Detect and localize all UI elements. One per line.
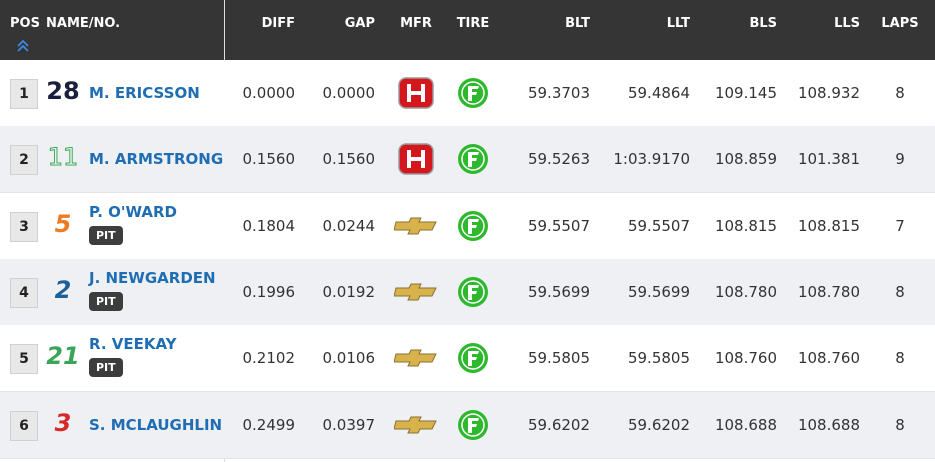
blt-value: 59.5507	[527, 216, 590, 235]
bls-value: 108.760	[714, 349, 777, 368]
manufacturer-logo	[398, 77, 434, 109]
driver-name[interactable]: R. VEEKAY	[89, 335, 177, 354]
position: 6	[10, 410, 38, 441]
blt-value: 59.5263	[527, 150, 590, 169]
lls-value: 108.760	[797, 349, 860, 368]
laps-value: 9	[895, 150, 905, 169]
gap-value: 0.0192	[322, 282, 376, 301]
lls-value: 108.815	[797, 216, 860, 235]
lls-value: 101.381	[797, 150, 860, 169]
driver-name[interactable]: S. MCLAUGHLIN	[89, 415, 223, 434]
diff-value: 0.1996	[242, 282, 296, 301]
lls-value: 108.688	[797, 415, 860, 434]
lls-value: 108.780	[797, 282, 860, 301]
gap-value: 0.0244	[322, 216, 376, 235]
pit-badge: PIT	[89, 225, 123, 245]
manufacturer-logo	[394, 283, 437, 301]
car-number: 21	[46, 342, 80, 371]
laps-value: 8	[895, 282, 905, 301]
tire-icon	[458, 276, 488, 307]
position: 1	[10, 79, 38, 109]
column-header[interactable]: LLT	[666, 16, 690, 31]
gap-value: 0.0106	[322, 349, 376, 368]
bls-value: 108.859	[714, 150, 777, 169]
diff-value: 0.2102	[242, 349, 296, 368]
bls-value: 109.145	[714, 84, 777, 102]
driver-name[interactable]: M. ERICSSON	[89, 84, 200, 102]
manufacturer-logo	[394, 217, 437, 235]
llt-value: 59.5507	[627, 216, 690, 235]
blt-value: 59.6202	[527, 415, 590, 434]
tire-icon	[458, 210, 488, 241]
manufacturer-logo	[394, 416, 437, 433]
position: 4	[10, 277, 38, 308]
diff-value: 0.1804	[242, 216, 296, 235]
laps-value: 8	[895, 415, 905, 434]
gap-value: 0.0000	[322, 84, 376, 102]
tire-icon	[458, 78, 488, 108]
blt-value: 59.5699	[527, 282, 590, 301]
driver-name[interactable]: P. O'WARD	[89, 202, 177, 221]
gap-value: 0.0397	[322, 415, 376, 434]
driver-name[interactable]: J. NEWGARDEN	[89, 268, 216, 287]
bls-value: 108.815	[714, 216, 777, 235]
diff-value: 0.0000	[242, 84, 296, 102]
gap-value: 0.1560	[322, 150, 376, 169]
llt-value: 1:03.9170	[613, 150, 690, 169]
bls-value: 108.780	[714, 282, 777, 301]
column-header[interactable]: GAP	[344, 16, 375, 31]
column-header[interactable]: LAPS	[881, 16, 919, 31]
tire-icon	[458, 343, 488, 374]
column-header[interactable]: MFR	[400, 16, 432, 31]
car-number: 3	[54, 408, 72, 437]
tire-icon	[458, 144, 488, 175]
llt-value: 59.4864	[627, 84, 690, 102]
manufacturer-logo	[398, 143, 434, 176]
position: 3	[10, 211, 38, 242]
column-header[interactable]: DIFF	[261, 16, 295, 31]
column-header[interactable]: NAME/NO.	[46, 16, 121, 31]
pit-badge: PIT	[89, 291, 123, 311]
sort-icon[interactable]	[16, 40, 30, 52]
car-number: 28	[46, 77, 80, 105]
column-header[interactable]: TIRE	[456, 16, 490, 31]
blt-value: 59.3703	[527, 84, 590, 102]
column-header[interactable]: BLS	[749, 16, 777, 31]
position: 5	[10, 344, 38, 375]
manufacturer-logo	[394, 349, 437, 367]
driver-name[interactable]: M. ARMSTRONG	[89, 150, 224, 169]
column-header[interactable]: POS	[10, 16, 40, 31]
car-number: 5	[54, 209, 72, 238]
position: 2	[10, 145, 38, 176]
tire-icon	[458, 409, 488, 440]
blt-value: 59.5805	[527, 349, 590, 368]
table-header	[0, 0, 935, 60]
laps-value: 7	[895, 216, 905, 235]
llt-value: 59.5805	[627, 349, 690, 368]
llt-value: 59.5699	[627, 282, 690, 301]
diff-value: 0.1560	[242, 150, 296, 169]
car-number: 2	[54, 275, 72, 304]
llt-value: 59.6202	[627, 415, 690, 434]
column-header[interactable]: LLS	[834, 16, 860, 31]
bls-value: 108.688	[714, 415, 777, 434]
laps-value: 8	[895, 84, 905, 102]
car-number: 11	[47, 143, 79, 172]
diff-value: 0.2499	[242, 415, 296, 434]
column-header[interactable]: BLT	[565, 16, 590, 31]
pit-badge: PIT	[89, 358, 123, 378]
lls-value: 108.932	[797, 84, 860, 102]
laps-value: 8	[895, 349, 905, 368]
